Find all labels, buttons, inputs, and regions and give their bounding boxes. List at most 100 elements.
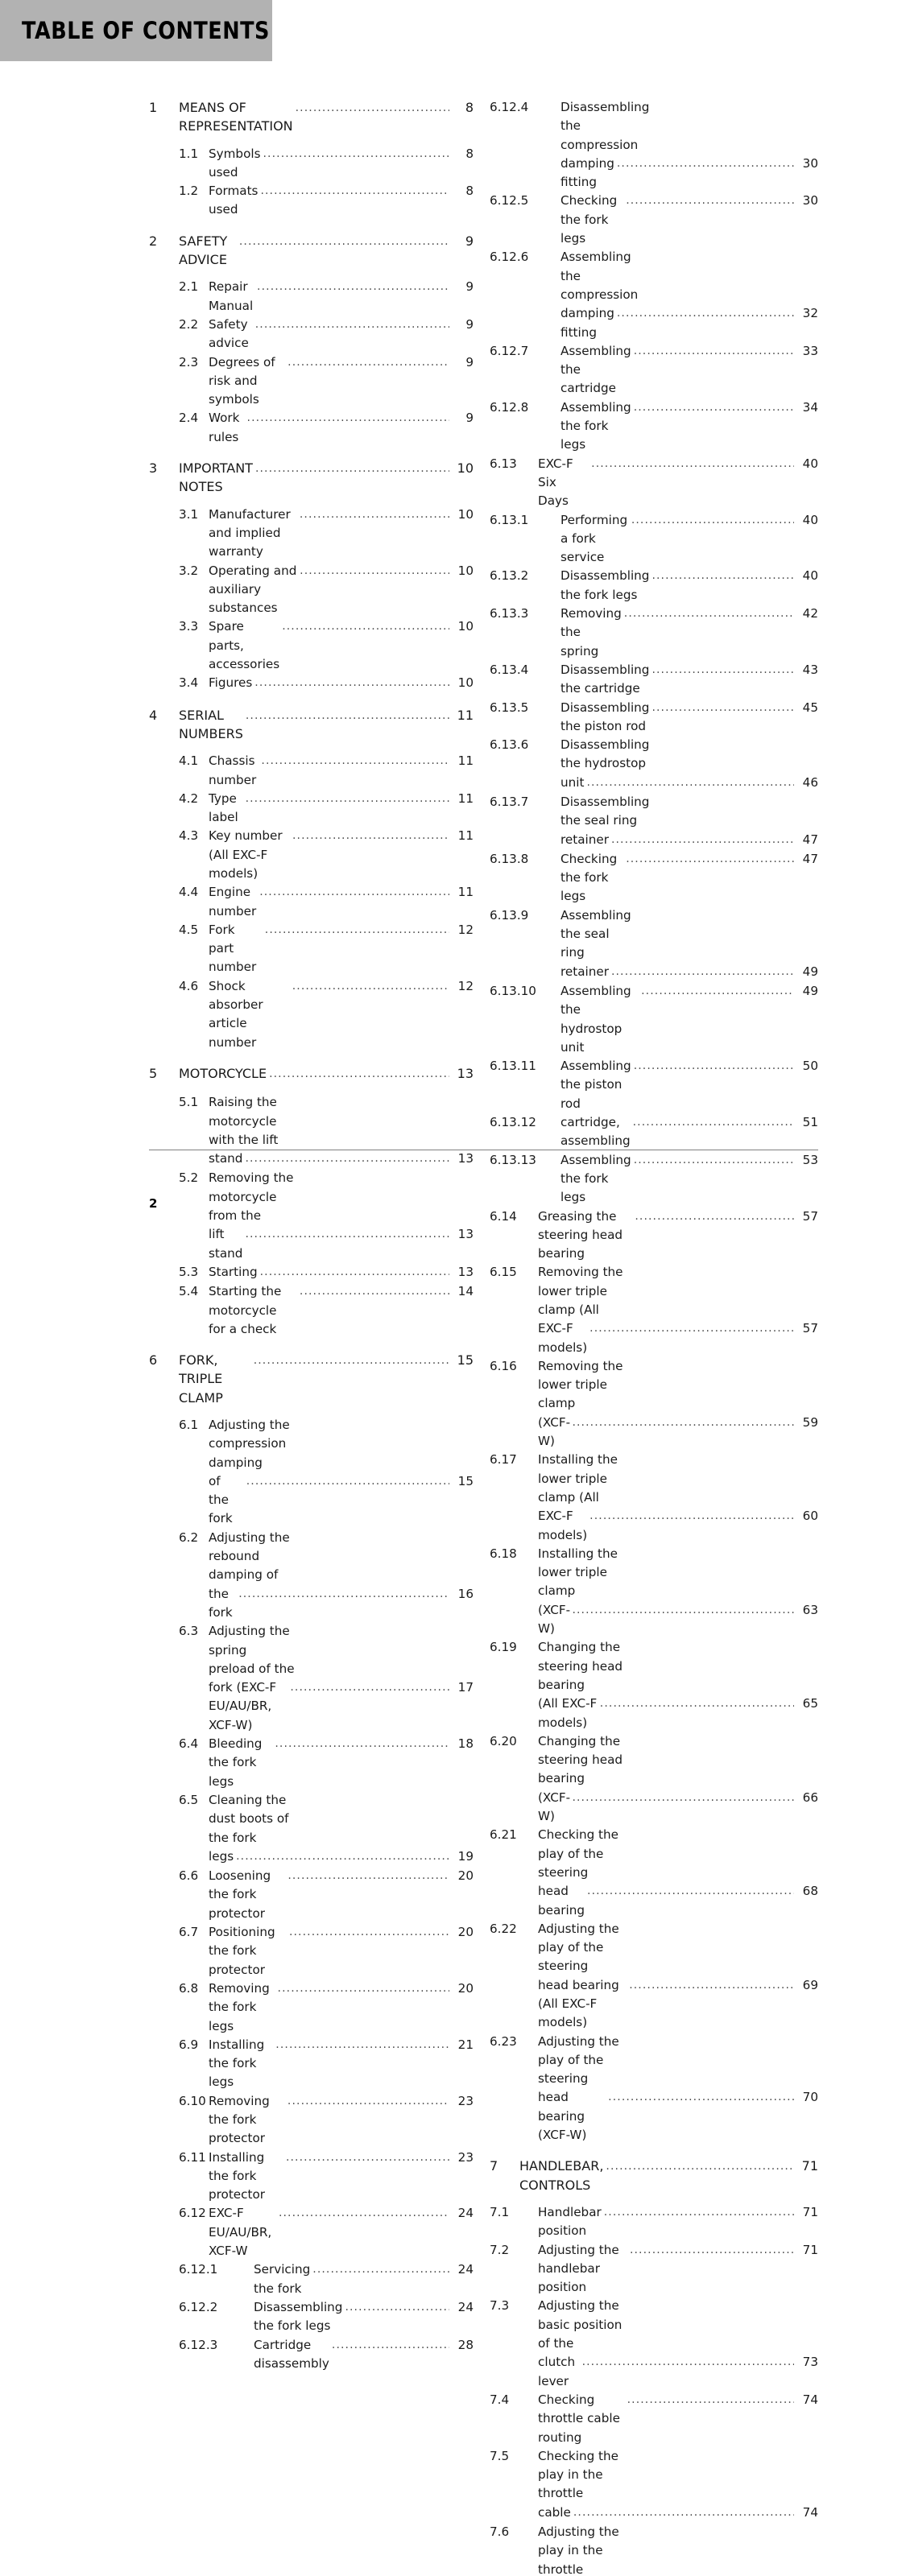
toc-entry-title-continued: of the fork <box>209 1473 233 1526</box>
toc-entry-page-number: 19 <box>457 1848 474 1864</box>
toc-entry[interactable]: 6.13 EXC-F Six Days......................… <box>490 455 818 511</box>
toc-entry[interactable]: 3.1 Manufacturer and implied warranty....… <box>149 506 474 562</box>
toc-entry[interactable]: 4.6 Shock absorber article number........… <box>149 977 474 1052</box>
toc-entry[interactable]: 5.3 Starting.............................… <box>149 1263 474 1282</box>
toc-entry-title-block: Changing the steering head bearing......… <box>538 1638 818 1732</box>
toc-entry[interactable]: 6.13.10 Assembling the hydrostop unit....… <box>490 982 818 1057</box>
toc-entry-title: Checking the play of the steering <box>538 1827 618 1880</box>
toc-entry[interactable]: 5.4 Starting the motorcycle for a check..… <box>149 1282 474 1339</box>
toc-entry-number: 1 <box>149 100 158 115</box>
toc-entry[interactable]: 6.21 Checking the play of the steering...… <box>490 1826 818 1919</box>
toc-entry[interactable]: 6.13.5 Disassembling the piston rod......… <box>490 699 818 737</box>
toc-entry[interactable]: 6.5 Cleaning the dust boots of the fork..… <box>149 1791 474 1867</box>
toc-entry[interactable]: 5.2 Removing the motorcycle from the.....… <box>149 1169 474 1262</box>
toc-entry[interactable]: 6.20 Changing the steering head bearing..… <box>490 1732 818 1826</box>
toc-entry-title-block: Performing a fork service...............… <box>560 511 818 568</box>
toc-entry[interactable]: 3.4 Figures..............................… <box>149 674 474 693</box>
dot-leader: ........................................… <box>253 1354 449 1368</box>
toc-entry[interactable]: 6.7 Positioning the fork protector.......… <box>149 1923 474 1979</box>
toc-entry[interactable]: 2 SAFETY ADVICE..........................… <box>149 232 474 270</box>
toc-entry[interactable]: 4.4 Engine number........................… <box>149 883 474 921</box>
toc-entry[interactable]: 6.12.3 Cartridge disassembly.............… <box>149 2336 474 2374</box>
toc-entry[interactable]: 6.22 Adjusting the play of the steering..… <box>490 1920 818 2033</box>
toc-entry[interactable]: 6.13.9 Assembling the seal ring..........… <box>490 906 818 982</box>
toc-entry-page-number: 20 <box>457 1868 474 1884</box>
toc-entry[interactable]: 6.13.8 Checking the fork legs............… <box>490 850 818 906</box>
toc-entry[interactable]: 5 MOTORCYCLE.............................… <box>149 1064 474 1084</box>
toc-entry[interactable]: 6.12.5 Checking the fork legs............… <box>490 192 818 248</box>
toc-entry[interactable]: 7.3 Adjusting the basic position of the..… <box>490 2297 818 2390</box>
toc-entry[interactable]: 6.23 Adjusting the play of the steering..… <box>490 2033 818 2145</box>
toc-entry[interactable]: 5.1 Raising the motorcycle with the lift.… <box>149 1093 474 1169</box>
toc-entry[interactable]: 7.2 Adjusting the handlebar position.....… <box>490 2241 818 2297</box>
toc-entry[interactable]: 6.12.2 Disassembling the fork legs.......… <box>149 2298 474 2336</box>
toc-entry[interactable]: 4.3 Key number (All EXC-F models)........… <box>149 827 474 883</box>
toc-entry-number: 6.22 <box>490 1921 517 1936</box>
toc-entry[interactable]: 1.2 Formats used.........................… <box>149 182 474 220</box>
toc-entry[interactable]: 6.11 Installing the fork protector.......… <box>149 2149 474 2205</box>
dot-leader: ........................................… <box>254 462 449 476</box>
toc-entry-title: Adjusting the basic position of the <box>538 2298 623 2351</box>
toc-entry[interactable]: 6.12.4 Disassembling the compression.....… <box>490 98 818 192</box>
toc-entry[interactable]: 6.4 Bleeding the fork legs...............… <box>149 1735 474 1791</box>
toc-entry-page-number: 9 <box>465 279 474 295</box>
toc-entry[interactable]: 4.1 Chassis number.......................… <box>149 752 474 790</box>
toc-entry-page-number: 42 <box>802 606 818 621</box>
dot-leader: ........................................… <box>635 1209 794 1223</box>
toc-entry-title: Manufacturer and implied warranty <box>209 506 291 559</box>
toc-entry-title: SERIAL NUMBERS <box>179 707 243 741</box>
toc-entry[interactable]: 1 MEANS OF REPRESENTATION................… <box>149 98 474 136</box>
toc-entry-title: MOTORCYCLE <box>179 1065 267 1081</box>
toc-entry[interactable]: 6.19 Changing the steering head bearing..… <box>490 1638 818 1732</box>
toc-entry[interactable]: 7.1 Handlebar position...................… <box>490 2203 818 2241</box>
toc-entry[interactable]: 6.10 Removing the fork protector.........… <box>149 2092 474 2149</box>
toc-entry[interactable]: 2.1 Repair Manual........................… <box>149 278 474 316</box>
toc-entry[interactable]: 6.13.6 Disassembling the hydrostop.......… <box>490 736 818 793</box>
toc-entry[interactable]: 3.3 Spare parts, accessories.............… <box>149 617 474 674</box>
toc-entry[interactable]: 6.13.11 Assembling the piston rod........… <box>490 1057 818 1113</box>
toc-entry[interactable]: 7.4 Checking throttle cable routing......… <box>490 2391 818 2447</box>
toc-entry[interactable]: 6 FORK, TRIPLE CLAMP.....................… <box>149 1351 474 1407</box>
dot-leader: ........................................… <box>299 507 449 521</box>
toc-entry[interactable]: 6.6 Loosening the fork protector.........… <box>149 1867 474 1923</box>
toc-entry[interactable]: 6.13.13 Assembling the fork legs.........… <box>490 1151 818 1208</box>
toc-entry[interactable]: 6.13.1 Performing a fork service.........… <box>490 511 818 568</box>
toc-entry[interactable]: 4.2 Type label...........................… <box>149 790 474 828</box>
toc-entry[interactable]: 2.2 Safety advice........................… <box>149 316 474 353</box>
toc-entry[interactable]: 4.5 Fork part number.....................… <box>149 921 474 977</box>
toc-entry-page-number: 40 <box>802 512 818 527</box>
toc-entry[interactable]: 3.2 Operating and auxiliary substances...… <box>149 562 474 618</box>
toc-entry[interactable]: 7 HANDLEBAR, CONTROLS....................… <box>490 2157 818 2194</box>
toc-entry[interactable]: 6.18 Installing the lower triple clamp...… <box>490 1545 818 1638</box>
toc-entry[interactable]: 2.3 Degrees of risk and symbols..........… <box>149 353 474 410</box>
toc-entry[interactable]: 1.1 Symbols used.........................… <box>149 145 474 183</box>
toc-entry[interactable]: 6.15 Removing the lower triple clamp (All… <box>490 1263 818 1356</box>
toc-entry[interactable]: 6.2 Adjusting the rebound damping of.....… <box>149 1529 474 1622</box>
toc-entry[interactable]: 6.12.7 Assembling the cartridge..........… <box>490 342 818 398</box>
toc-entry[interactable]: 6.12.8 Assembling the fork legs..........… <box>490 398 818 455</box>
toc-entry[interactable]: 6.12.6 Assembling the compression........… <box>490 248 818 341</box>
dot-leader: ........................................… <box>633 1153 794 1166</box>
toc-entry-number: 4.2 <box>179 791 199 806</box>
toc-entry[interactable]: 6.9 Installing the fork legs.............… <box>149 2036 474 2092</box>
toc-entry[interactable]: 6.1 Adjusting the compression damping....… <box>149 1416 474 1529</box>
toc-entry[interactable]: 6.16 Removing the lower triple clamp.....… <box>490 1357 818 1451</box>
toc-entry[interactable]: 6.13.12 cartridge, assembling............… <box>490 1113 818 1151</box>
toc-entry-page-number: 13 <box>457 1264 474 1279</box>
toc-entry[interactable]: 2.4 Work rules...........................… <box>149 409 474 447</box>
toc-entry[interactable]: 6.13.2 Disassembling the fork legs.......… <box>490 567 818 605</box>
toc-entry[interactable]: 6.12.1 Servicing the fork................… <box>149 2260 474 2298</box>
toc-entry[interactable]: 3 IMPORTANT NOTES........................… <box>149 459 474 497</box>
toc-entry[interactable]: 4 SERIAL NUMBERS.........................… <box>149 706 474 744</box>
toc-entry[interactable]: 6.13.4 Disassembling the cartridge.......… <box>490 661 818 699</box>
toc-entry[interactable]: 6.8 Removing the fork legs...............… <box>149 1979 474 2036</box>
toc-entry[interactable]: 6.17 Installing the lower triple clamp (A… <box>490 1451 818 1544</box>
toc-entry-title: Adjusting the handlebar position <box>538 2242 619 2295</box>
toc-entry[interactable]: 6.14 Greasing the steering head bearing..… <box>490 1208 818 1264</box>
toc-entry[interactable]: 7.5 Checking the play in the throttle....… <box>490 2447 818 2523</box>
toc-entry[interactable]: 6.13.3 Removing the spring...............… <box>490 605 818 661</box>
toc-entry[interactable]: 6.3 Adjusting the spring preload of the..… <box>149 1622 474 1735</box>
toc-entry[interactable]: 6.13.7 Disassembling the seal ring.......… <box>490 793 818 850</box>
toc-entry[interactable]: 7.6 Adjusting the play in the throttle...… <box>490 2523 818 2576</box>
toc-entry[interactable]: 6.12 EXC-F EU/AU/BR, XCF-W...............… <box>149 2204 474 2260</box>
